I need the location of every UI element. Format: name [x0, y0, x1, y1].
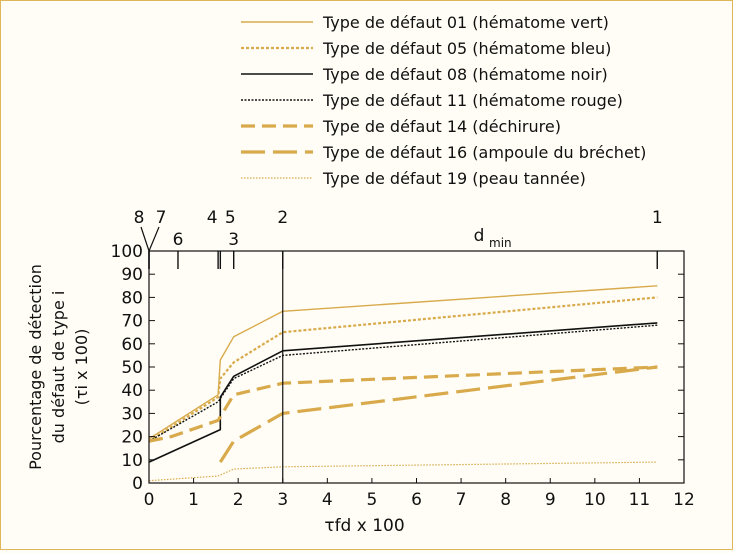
x-tick-label: 4: [322, 490, 333, 510]
series-line-1: [148, 285, 658, 440]
y-tick-label: 70: [121, 312, 143, 332]
x-tick-label: 3: [277, 490, 288, 510]
legend-label-5: Type de défaut 14 (déchirure): [322, 117, 561, 136]
y-axis-title-line: Pourcentage de détection: [26, 264, 45, 470]
y-tick-label: 90: [121, 265, 143, 285]
top-axis-tick-label: 2: [277, 208, 288, 228]
legend-label-7: Type de défaut 19 (peau tannée): [322, 169, 586, 188]
legend-label-3: Type de défaut 08 (hématome noir): [322, 65, 608, 84]
legend-label-6: Type de défaut 16 (ampoule du bréchet): [322, 143, 646, 162]
x-tick-label: 10: [584, 490, 606, 510]
x-tick-label: 0: [144, 490, 155, 510]
x-tick-label: 1: [188, 490, 199, 510]
top-axis-fan-7: [148, 226, 160, 252]
x-tick-label: 8: [500, 490, 511, 510]
top-axis-tick-label: 5: [225, 208, 236, 228]
top-axis-title: d: [474, 226, 485, 246]
top-axis-tick-label: 6: [173, 230, 184, 250]
top-axis-tick-label: 3: [228, 230, 239, 250]
x-tick-label: 2: [233, 490, 244, 510]
series-line-2: [148, 296, 658, 443]
y-tick-label: 40: [121, 381, 143, 401]
top-axis-tick-label: 4: [207, 208, 218, 228]
x-tick-label: 12: [673, 490, 695, 510]
y-axis-title-line: (τi x 100): [72, 329, 91, 406]
top-axis-title-sub: min: [489, 236, 512, 250]
top-axis-tick-label: 8: [134, 208, 145, 228]
x-tick-label: 11: [629, 490, 651, 510]
y-tick-label: 10: [121, 451, 143, 471]
legend: Type de défaut 01 (hématome vert) Type de…: [241, 13, 646, 188]
y-tick-label: 100: [111, 242, 143, 262]
series-line-4: [148, 324, 658, 442]
axes: 0 1 2 3 4 5 6 7 8 9 10 11 120102030405060708090100τf…: [26, 208, 695, 536]
top-axis-fan-8: [140, 226, 150, 252]
y-axis-title-line: du défaut de type i: [49, 291, 68, 444]
y-tick-label: 60: [121, 335, 143, 355]
y-tick-label: 30: [121, 404, 143, 424]
x-axis-title: τfd x 100: [324, 516, 404, 536]
y-tick-label: 50: [121, 358, 143, 378]
x-tick-label: 9: [545, 490, 556, 510]
series-line-3: [148, 322, 658, 463]
y-tick-label: 80: [121, 288, 143, 308]
legend-label-1: Type de défaut 01 (hématome vert): [322, 13, 609, 32]
series-line-7: [148, 461, 658, 482]
y-tick-label: 20: [121, 428, 143, 448]
x-tick-label: 7: [456, 490, 467, 510]
top-axis-tick-label: 7: [156, 208, 167, 228]
legend-label-2: Type de défaut 05 (hématome bleu): [322, 39, 611, 58]
y-tick-label: 0: [132, 474, 143, 494]
top-axis-tick-label: 1: [652, 208, 663, 228]
x-tick-label: 6: [411, 490, 422, 510]
legend-label-4: Type de défaut 11 (hématome rouge): [322, 91, 623, 110]
series-line-6: [218, 365, 658, 463]
x-tick-label: 5: [367, 490, 378, 510]
plot-area: [148, 285, 658, 482]
series-line-5: [148, 365, 658, 443]
